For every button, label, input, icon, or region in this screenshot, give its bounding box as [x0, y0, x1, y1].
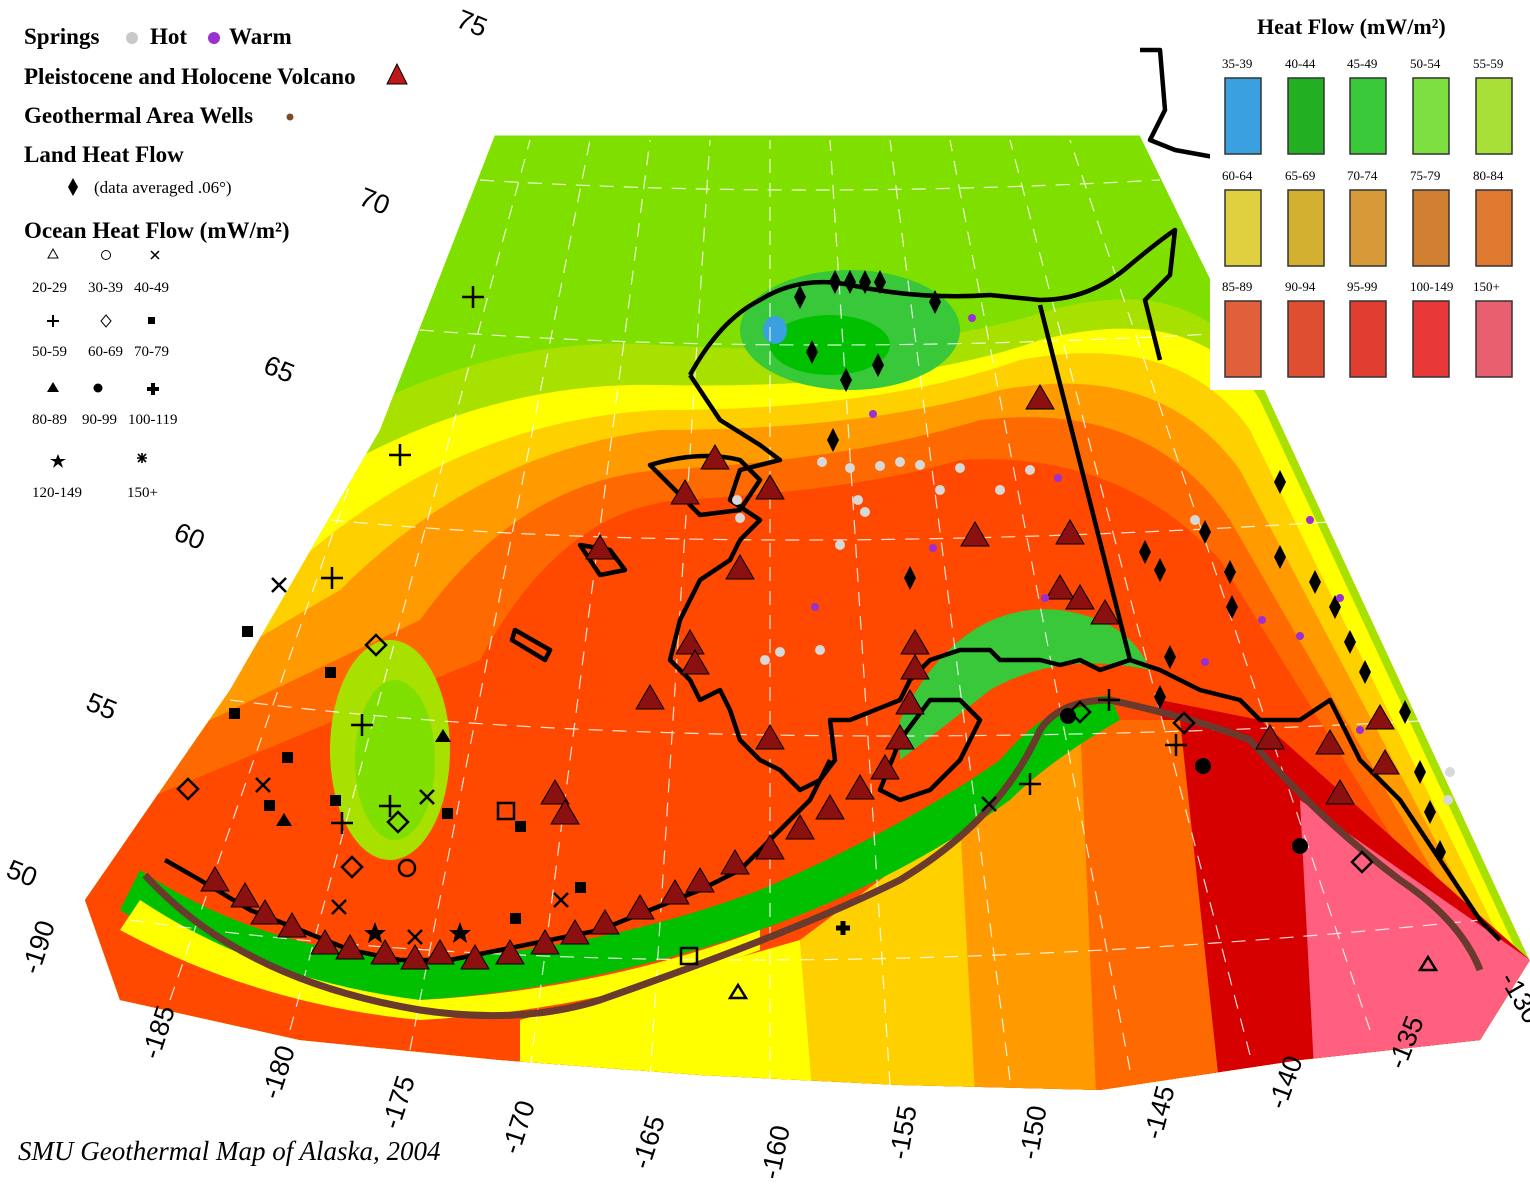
lon-label: -160 — [755, 1123, 796, 1182]
heat-flow-bin-label: 100-149 — [1410, 279, 1453, 294]
aleutian-trench — [142, 696, 1484, 1020]
ocean-class-label: 40-49 — [134, 280, 169, 296]
bold-plus-icon — [147, 383, 159, 395]
lat-label: 65 — [260, 350, 299, 389]
lon-label: -185 — [136, 1002, 181, 1063]
springs-label: Springs — [24, 24, 99, 49]
ocean-heat-flow-points — [176, 286, 1439, 1000]
heat-flow-swatch — [1224, 300, 1262, 378]
ocean-class-label: 90-99 — [82, 412, 117, 428]
heat-flow-swatch — [1287, 77, 1325, 155]
ocean-heat-flow-label: Ocean Heat Flow (mW/m²) — [24, 218, 290, 243]
heat-flow-swatch — [1224, 77, 1262, 155]
heat-flow-bin-label: 70-74 — [1347, 168, 1378, 183]
heat-flow-swatch — [1475, 189, 1513, 267]
heat-flow-swatch — [1349, 300, 1387, 378]
hot-label: Hot — [150, 24, 187, 49]
lon-label: -155 — [884, 1103, 923, 1161]
volcano-label: Pleistocene and Holocene Volcano — [24, 64, 356, 89]
star-icon — [50, 454, 66, 468]
diamond-open-icon — [100, 314, 112, 328]
lon-label: -145 — [1138, 1082, 1181, 1142]
heat-flow-bin-label: 85-89 — [1222, 279, 1252, 294]
ocean-heat-flow-filled — [229, 626, 1308, 943]
circle-open-icon — [101, 250, 111, 260]
warm-label: Warm — [229, 24, 292, 49]
ocean-class-label: 150+ — [127, 485, 158, 501]
plus-icon — [47, 315, 59, 327]
warm-spring-icon — [208, 32, 220, 44]
heat-flow-swatch — [1349, 189, 1387, 267]
heat-flow-swatch — [1412, 77, 1450, 155]
heat-flow-bin-label: 95-99 — [1347, 279, 1377, 294]
heat-flow-scale: Heat Flow (mW/m²) 35-39 40-44 45-49 50-54 55… — [1210, 0, 1530, 390]
lon-label: -150 — [1014, 1103, 1053, 1161]
heat-flow-bin-label: 90-94 — [1285, 279, 1316, 294]
lon-label: -170 — [496, 1097, 541, 1158]
ocean-class-label: 50-59 — [32, 344, 67, 360]
heat-flow-bin-label: 35-39 — [1222, 56, 1252, 71]
wells-label: Geothermal Area Wells — [24, 103, 253, 128]
heat-flow-swatch — [1287, 300, 1325, 378]
ocean-class-label: 20-29 — [32, 280, 67, 296]
lon-label: -165 — [626, 1112, 671, 1173]
heat-flow-bin-label: 45-49 — [1347, 56, 1377, 71]
circle-filled-icon — [93, 383, 103, 393]
lon-label: -180 — [256, 1042, 301, 1103]
lat-label: 55 — [82, 687, 121, 726]
heat-flow-bin-label: 75-79 — [1410, 168, 1440, 183]
ocean-class-label: 120-149 — [32, 485, 82, 501]
triangle-filled-icon — [47, 382, 59, 392]
heat-flow-swatch — [1224, 189, 1262, 267]
lat-label: 60 — [170, 517, 209, 556]
lon-label: -190 — [16, 917, 61, 978]
heat-flow-bin-label: 40-44 — [1285, 56, 1316, 71]
well-icon — [286, 113, 294, 121]
ocean-class-label: 80-89 — [32, 412, 67, 428]
lat-label: 70 — [355, 182, 394, 221]
lat-label: 50 — [2, 854, 41, 893]
heat-flow-bin-label: 80-84 — [1473, 168, 1504, 183]
heat-flow-bin-label: 55-59 — [1473, 56, 1503, 71]
heat-flow-bin-label: 150+ — [1473, 279, 1500, 294]
heat-flow-swatch — [1475, 77, 1513, 155]
heat-flow-bin-label: 65-69 — [1285, 168, 1315, 183]
spring-markers — [732, 314, 1455, 805]
heat-flow-swatch — [1475, 300, 1513, 378]
ocean-class-label: 70-79 — [134, 344, 169, 360]
heat-flow-bin-label: 60-64 — [1222, 168, 1253, 183]
symbol-legend: Springs Hot Warm Pleistocene and Holocen… — [24, 24, 408, 501]
ocean-class-label: 30-39 — [88, 280, 123, 296]
volcano-markers — [200, 384, 1400, 970]
heat-flow-scale-title: Heat Flow (mW/m²) — [1257, 14, 1446, 39]
heat-flow-swatch — [1412, 300, 1450, 378]
heat-flow-bin-label: 50-54 — [1410, 56, 1441, 71]
map-credit: SMU Geothermal Map of Alaska, 2004 — [18, 1136, 440, 1166]
lat-label: 75 — [452, 4, 491, 43]
ocean-class-label: 60-69 — [88, 344, 123, 360]
volcano-icon — [386, 62, 408, 85]
heat-flow-swatch — [1287, 189, 1325, 267]
triangle-open-icon — [47, 247, 59, 259]
hot-spring-icon — [126, 32, 138, 44]
land-heat-flow-points — [794, 270, 1446, 864]
heat-flow-swatch — [1412, 189, 1450, 267]
diamond-icon — [68, 178, 78, 196]
heat-flow-swatch — [1349, 77, 1387, 155]
x-icon — [150, 250, 160, 260]
square-filled-icon — [148, 317, 155, 324]
land-heat-flow-label: Land Heat Flow — [24, 142, 184, 167]
graticule-lines — [129, 139, 1481, 1086]
lon-label: -175 — [376, 1072, 421, 1133]
ocean-class-label: 100-119 — [128, 412, 177, 428]
land-heat-flow-note: (data averaged .06°) — [94, 178, 232, 197]
asterisk-icon — [137, 453, 147, 463]
